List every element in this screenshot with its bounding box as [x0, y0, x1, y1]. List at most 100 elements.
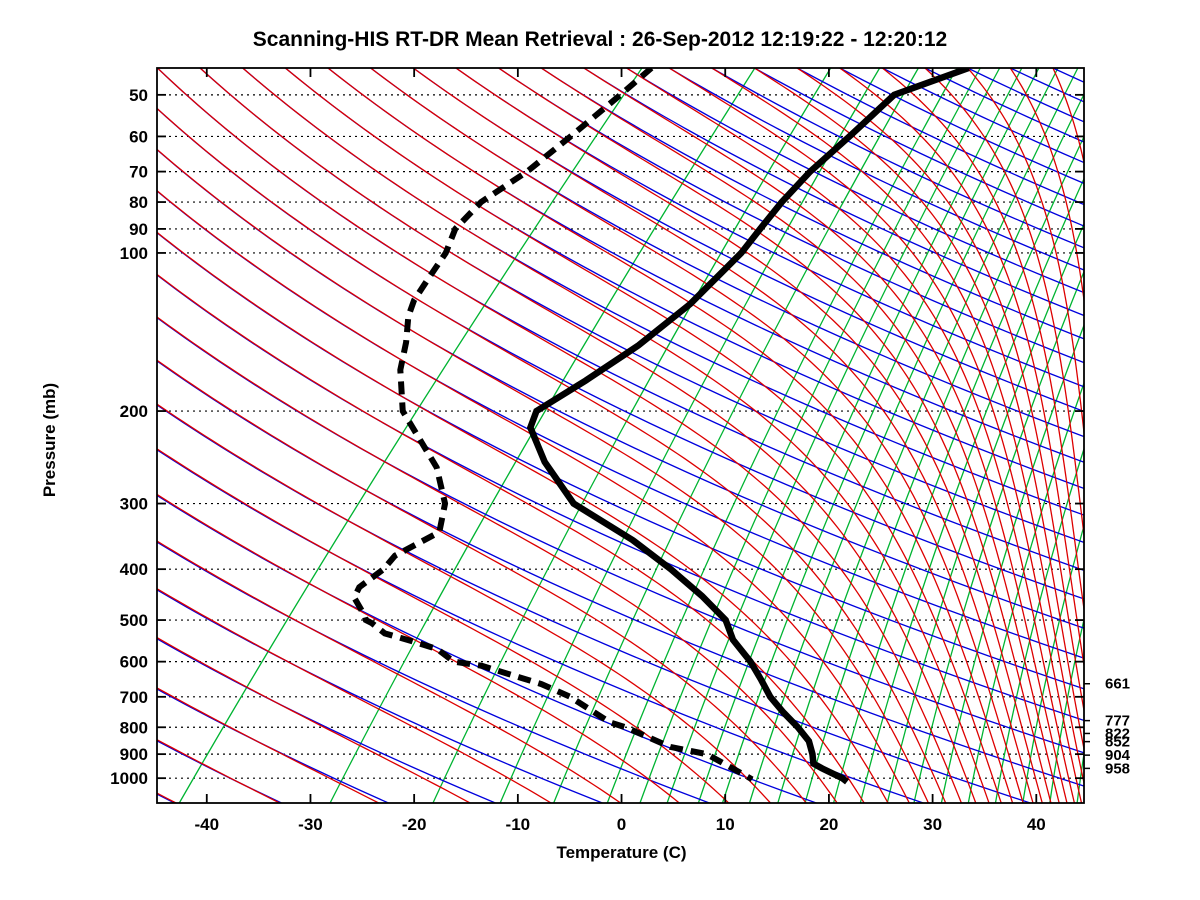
- mixing-ratio-line: [1022, 523, 1084, 803]
- mixing-ratio-line: [748, 68, 1059, 803]
- y-tick-label: 400: [120, 560, 148, 579]
- dry-adiabat-line: [1052, 68, 1084, 83]
- plot-border: [156, 67, 1085, 804]
- moist-adiabat-line: [157, 636, 471, 803]
- moist-adiabat-line: [626, 68, 1076, 803]
- mixing-ratio-line: [666, 68, 1001, 803]
- moist-adiabat-line: [1009, 68, 1084, 305]
- x-tick-label: -10: [506, 815, 531, 834]
- moist-adiabat-line: [1052, 68, 1084, 166]
- x-axis-label: Temperature (C): [556, 843, 687, 862]
- mixing-ratio-line: [329, 68, 756, 803]
- moist-adiabat-line: [157, 448, 730, 803]
- mixing-ratio-line: [606, 68, 958, 803]
- dry-adiabat-line: [157, 541, 710, 803]
- dry-adiabat-line: [157, 494, 817, 803]
- moist-adiabat-line: [583, 68, 1068, 803]
- dry-adiabat-line: [157, 190, 1084, 659]
- dry-adiabat-line: [157, 148, 1084, 629]
- moist-adiabat-line: [157, 687, 379, 803]
- x-tick-label: 30: [923, 815, 942, 834]
- moist-adiabat-line: [157, 316, 838, 803]
- dry-adiabat-line: [583, 68, 1084, 317]
- mixing-ratio-line: [886, 222, 1084, 803]
- y-tick-label: 900: [120, 745, 148, 764]
- mixing-ratio-line: [1076, 749, 1084, 803]
- y-tick-label: 500: [120, 611, 148, 630]
- mixing-ratio-line: [777, 68, 1079, 803]
- moist-adiabat-line: [242, 68, 990, 803]
- x-tick-label: -30: [298, 815, 323, 834]
- moist-adiabat-line: [284, 68, 1002, 803]
- mixing-ratio-line: [1104, 68, 1200, 803]
- x-tick-label: 20: [819, 815, 838, 834]
- moist-adiabat-line: [370, 68, 1024, 803]
- level-label: 661: [1105, 676, 1130, 693]
- level-label: 958: [1105, 760, 1130, 777]
- y-tick-label: 90: [129, 220, 148, 239]
- y-tick-label: 50: [129, 86, 148, 105]
- moist-adiabat-line: [157, 148, 929, 803]
- y-tick-label: 200: [120, 402, 148, 421]
- dry-adiabat-line: [157, 793, 175, 803]
- mixing-ratio-line: [940, 323, 1084, 803]
- dewpoint-curve: [350, 68, 754, 782]
- moist-adiabat-line: [924, 68, 1084, 541]
- moist-adiabat-line: [1138, 68, 1180, 803]
- moist-adiabat-line: [199, 68, 977, 803]
- x-tick-label: 0: [617, 815, 626, 834]
- level-label: 777: [1105, 713, 1130, 730]
- chart-title: Scanning-HIS RT-DR Mean Retrieval : 26-S…: [252, 28, 948, 51]
- y-tick-label: 800: [120, 718, 148, 737]
- mixing-ratio-line: [639, 68, 981, 803]
- dry-adiabat-line: [626, 68, 1084, 294]
- dry-adiabat-line: [1096, 68, 1200, 803]
- moist-adiabat-line: [157, 403, 771, 803]
- y-tick-label: 60: [129, 127, 148, 146]
- y-tick-label: 80: [129, 193, 148, 212]
- mixing-ratio-line: [967, 381, 1084, 803]
- temperature-curve: [526, 68, 970, 785]
- dry-adiabat-line: [157, 449, 924, 803]
- dry-adiabat-line: [157, 404, 1031, 803]
- y-tick-label: 1000: [110, 769, 148, 788]
- moist-adiabat-line: [157, 792, 177, 803]
- moist-adiabat-line: [498, 68, 1052, 803]
- moist-adiabat-line: [412, 68, 1034, 803]
- mixing-ratio-line: [697, 68, 1023, 803]
- moist-adiabat-line: [157, 540, 621, 803]
- dry-adiabat-line: [157, 638, 496, 803]
- moist-adiabat-line: [967, 68, 1084, 439]
- dry-adiabat-line: [157, 231, 1084, 690]
- moist-adiabat-line: [796, 68, 1084, 715]
- dry-adiabat-line: [157, 688, 389, 803]
- moist-adiabat-line: [157, 231, 889, 803]
- dry-adiabat-line: [668, 68, 1084, 271]
- moist-adiabat-line: [839, 68, 1084, 670]
- mixing-ratio-line: [994, 446, 1084, 803]
- moist-adiabat-line: [157, 107, 947, 803]
- moist-adiabat-line: [157, 493, 680, 803]
- moist-adiabat-line: [881, 68, 1084, 614]
- moist-adiabat-line: [711, 68, 1084, 786]
- x-tick-label: 10: [716, 815, 735, 834]
- dry-adiabat-line: [1010, 68, 1084, 103]
- dry-adiabat-line: [796, 68, 1084, 206]
- dry-adiabat-line: [540, 68, 1084, 340]
- level-label: 822: [1105, 725, 1130, 742]
- moist-adiabat-line: [157, 273, 865, 803]
- mixing-ratio-line: [832, 135, 1084, 803]
- mixing-ratio-line: [178, 68, 643, 803]
- x-tick-label: -20: [402, 815, 427, 834]
- dry-adiabat-line: [711, 68, 1084, 249]
- moist-adiabat-line: [455, 68, 1043, 803]
- dry-adiabat-line: [1138, 68, 1200, 803]
- y-tick-label: 600: [120, 653, 148, 672]
- dry-adiabat-line: [754, 68, 1084, 227]
- x-tick-label: 40: [1027, 815, 1046, 834]
- y-tick-label: 700: [120, 688, 148, 707]
- x-tick-label: -40: [194, 815, 219, 834]
- moist-adiabat-line: [157, 359, 807, 803]
